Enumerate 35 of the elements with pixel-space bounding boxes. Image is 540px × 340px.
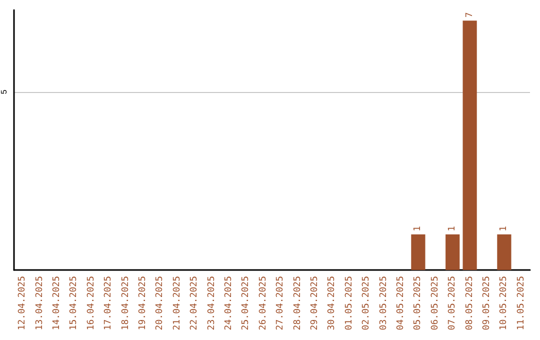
data-label: 1 bbox=[448, 226, 458, 232]
x-tick-label: 14.04.2025 bbox=[52, 276, 62, 330]
x-tick-label: 26.04.2025 bbox=[258, 276, 268, 330]
x-tick-label: 09.05.2025 bbox=[482, 276, 492, 330]
data-label: 1 bbox=[499, 226, 510, 232]
x-tick-label: 21.04.2025 bbox=[172, 276, 182, 330]
x-tick-label: 10.05.2025 bbox=[499, 276, 510, 330]
x-tick-label: 28.04.2025 bbox=[292, 276, 303, 330]
x-tick-label: 19.04.2025 bbox=[138, 276, 148, 330]
y-tick-label: 5 bbox=[0, 89, 8, 94]
x-tick-label: 08.05.2025 bbox=[464, 276, 475, 330]
x-tick-label: 13.04.2025 bbox=[34, 276, 45, 330]
x-tick-label: 24.04.2025 bbox=[224, 276, 234, 330]
x-tick-label: 05.05.2025 bbox=[413, 276, 424, 330]
data-label: 1 bbox=[413, 226, 424, 232]
x-tick-label: 20.04.2025 bbox=[155, 276, 166, 330]
x-tick-label: 07.05.2025 bbox=[448, 276, 458, 330]
x-tick-label: 15.04.2025 bbox=[69, 276, 80, 330]
x-tick-label: 18.04.2025 bbox=[120, 276, 131, 330]
x-tick-label: 27.04.2025 bbox=[276, 276, 286, 330]
x-tick-label: 30.04.2025 bbox=[327, 276, 338, 330]
x-tick-label: 01.05.2025 bbox=[344, 276, 354, 330]
x-tick-label: 17.04.2025 bbox=[104, 276, 114, 330]
x-tick-label: 12.04.2025 bbox=[18, 276, 28, 330]
data-label: 7 bbox=[464, 12, 475, 18]
x-tick-label: 02.05.2025 bbox=[362, 276, 372, 330]
x-tick-label: 22.04.2025 bbox=[190, 276, 200, 330]
x-tick-label: 16.04.2025 bbox=[86, 276, 96, 330]
x-tick-label: 25.04.2025 bbox=[241, 276, 252, 330]
x-tick-label: 11.05.2025 bbox=[516, 276, 526, 330]
x-tick-label: 23.04.2025 bbox=[206, 276, 217, 330]
x-tick-label: 29.04.2025 bbox=[310, 276, 320, 330]
x-tick-label: 04.05.2025 bbox=[396, 276, 406, 330]
x-tick-label: 06.05.2025 bbox=[430, 276, 440, 330]
x-tick-label: 03.05.2025 bbox=[378, 276, 389, 330]
